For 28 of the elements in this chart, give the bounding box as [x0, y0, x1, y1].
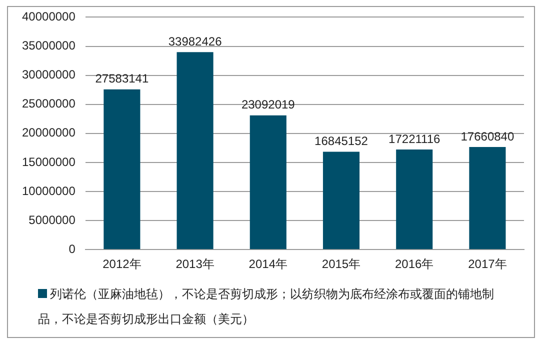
- y-tick-label: 20000000: [22, 126, 76, 140]
- data-label: 16845152: [314, 134, 368, 148]
- bar: [396, 150, 433, 250]
- bar: [469, 146, 506, 250]
- y-tick-label: 15000000: [22, 154, 76, 169]
- bar: [322, 152, 360, 250]
- y-tick-label: 10000000: [22, 184, 76, 198]
- data-label: 33982426: [168, 34, 222, 48]
- x-tick-label: 2016年: [394, 257, 434, 272]
- x-tick-label: 2012年: [102, 257, 142, 272]
- y-tick-label: 35000000: [22, 38, 76, 53]
- y-tick-label: 25000000: [22, 96, 76, 111]
- x-tick-label: 2015年: [322, 257, 361, 272]
- x-tick-label: 2017年: [468, 257, 507, 272]
- legend-label: 列诺伦（亚麻油地毡），不论是否剪切成形；以纺织物为底布经涂布或覆面的铺地制品，不论是否剪切成形出口金额（美元）: [38, 287, 494, 326]
- x-tick-label: 2014年: [248, 257, 288, 272]
- data-label: 23092019: [241, 98, 296, 112]
- data-label: 17221116: [388, 132, 440, 146]
- bar: [176, 52, 214, 250]
- x-tick-label: 2013年: [176, 257, 214, 272]
- y-tick-label: 5000000: [28, 212, 76, 227]
- bar: [104, 89, 140, 250]
- bar: [250, 115, 286, 250]
- data-label: 27583141: [95, 72, 149, 86]
- y-tick-label: 0: [68, 242, 76, 256]
- data-label: 17660840: [460, 129, 514, 144]
- y-tick-label: 30000000: [22, 68, 76, 82]
- y-tick-label: 40000000: [22, 10, 76, 24]
